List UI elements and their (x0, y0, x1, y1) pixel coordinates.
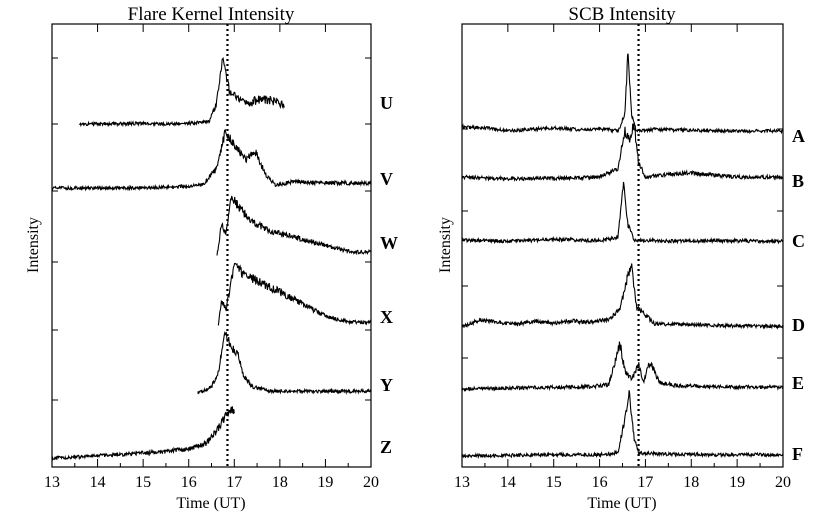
x-ticks: 13 14 15 16 17 18 19 20 (454, 24, 791, 491)
x-tick-label: 19 (729, 474, 745, 491)
curve-label-e: E (792, 373, 804, 393)
x-axis-label: Time (UT) (587, 495, 656, 512)
x-tick-label: 19 (317, 474, 333, 491)
series-line-u-segment (251, 95, 285, 110)
curve-label-a: A (792, 126, 805, 146)
scb-panel: SCB Intensity Time (UT) Intensity 13 14 15… (437, 4, 805, 512)
series-line-w (216, 195, 372, 256)
curve-labels: U V W X Y Z (380, 93, 398, 457)
curve-label-v: V (380, 169, 393, 189)
x-tick-label: 16 (592, 474, 608, 491)
series-line-e (461, 341, 784, 393)
curve-label-d: D (792, 315, 805, 335)
curve-labels: A B C D E F (792, 126, 805, 464)
x-tick-label: 15 (546, 474, 562, 491)
curve-label-w: W (380, 233, 398, 253)
curve-label-c: C (792, 231, 805, 251)
series-line-b (461, 123, 784, 182)
y-axis-label: Intensity (437, 217, 454, 273)
plot-frame (461, 23, 784, 468)
x-axis-label: Time (UT) (176, 495, 245, 512)
series-line-c (461, 181, 784, 245)
series-line-x (217, 262, 372, 326)
x-ticks: 13 14 15 16 17 18 19 20 (44, 24, 379, 491)
x-tick-label: 13 (44, 474, 60, 491)
panel-title: Flare Kernel Intensity (128, 4, 295, 25)
x-tick-label: 18 (683, 474, 699, 491)
x-tick-label: 16 (181, 474, 197, 491)
panel-title: SCB Intensity (568, 4, 676, 25)
x-tick-label: 17 (226, 474, 242, 491)
x-tick-label: 14 (500, 474, 516, 491)
series-line-d (461, 263, 784, 330)
flare-kernel-panel: Flare Kernel Intensity Time (UT) Intensi… (25, 4, 398, 512)
series-line-y (197, 331, 372, 395)
curve-label-b: B (792, 171, 804, 191)
y-axis-label: Intensity (25, 217, 42, 273)
series-group (461, 53, 784, 460)
series-line-z (51, 406, 235, 461)
x-tick-label: 20 (775, 474, 791, 491)
series-group (51, 57, 372, 461)
curve-label-x: X (380, 307, 393, 327)
curve-label-y: Y (380, 375, 393, 395)
y-ticks (462, 128, 783, 359)
x-tick-label: 15 (135, 474, 151, 491)
x-tick-label: 17 (637, 474, 653, 491)
x-tick-label: 13 (454, 474, 470, 491)
series-line-v (51, 128, 372, 192)
series-line-a (461, 53, 784, 135)
x-tick-label: 14 (90, 474, 106, 491)
y-ticks (52, 57, 371, 401)
curve-label-u: U (380, 93, 393, 113)
x-tick-label: 18 (272, 474, 288, 491)
x-tick-label: 20 (363, 474, 379, 491)
curve-label-z: Z (380, 437, 392, 457)
curve-label-f: F (792, 444, 803, 464)
series-line-u (79, 57, 254, 128)
series-line-f (461, 390, 784, 460)
